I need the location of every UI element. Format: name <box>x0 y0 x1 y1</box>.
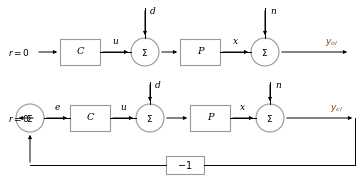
Circle shape <box>256 104 284 132</box>
Text: $\Sigma$: $\Sigma$ <box>26 112 34 123</box>
Circle shape <box>136 104 164 132</box>
Text: $\Sigma$: $\Sigma$ <box>261 47 268 57</box>
Text: C: C <box>76 47 84 56</box>
Text: x: x <box>241 103 246 112</box>
Text: $r=0$: $r=0$ <box>8 47 30 57</box>
Text: P: P <box>207 114 213 123</box>
Text: $\Sigma$: $\Sigma$ <box>266 112 274 123</box>
Text: e: e <box>54 103 60 112</box>
Text: d: d <box>155 81 161 89</box>
Circle shape <box>16 104 44 132</box>
Bar <box>166 156 204 174</box>
Text: n: n <box>270 6 276 15</box>
Text: u: u <box>113 38 118 47</box>
Text: n: n <box>275 81 281 89</box>
Text: x: x <box>233 38 238 47</box>
Text: $\Sigma$: $\Sigma$ <box>146 112 154 123</box>
Bar <box>180 39 220 65</box>
Text: $y_{ol}$: $y_{ol}$ <box>325 36 338 47</box>
Text: $y_{cl}$: $y_{cl}$ <box>330 102 343 114</box>
Text: $-1$: $-1$ <box>177 159 193 171</box>
Text: u: u <box>120 103 126 112</box>
Bar <box>190 105 230 131</box>
Text: C: C <box>86 114 94 123</box>
Circle shape <box>131 38 159 66</box>
Bar <box>70 105 110 131</box>
Text: d: d <box>150 6 156 15</box>
Text: $\Sigma$: $\Sigma$ <box>141 47 149 57</box>
Text: $r=0$: $r=0$ <box>8 112 30 123</box>
Bar <box>60 39 100 65</box>
Text: P: P <box>197 47 203 56</box>
Circle shape <box>251 38 279 66</box>
